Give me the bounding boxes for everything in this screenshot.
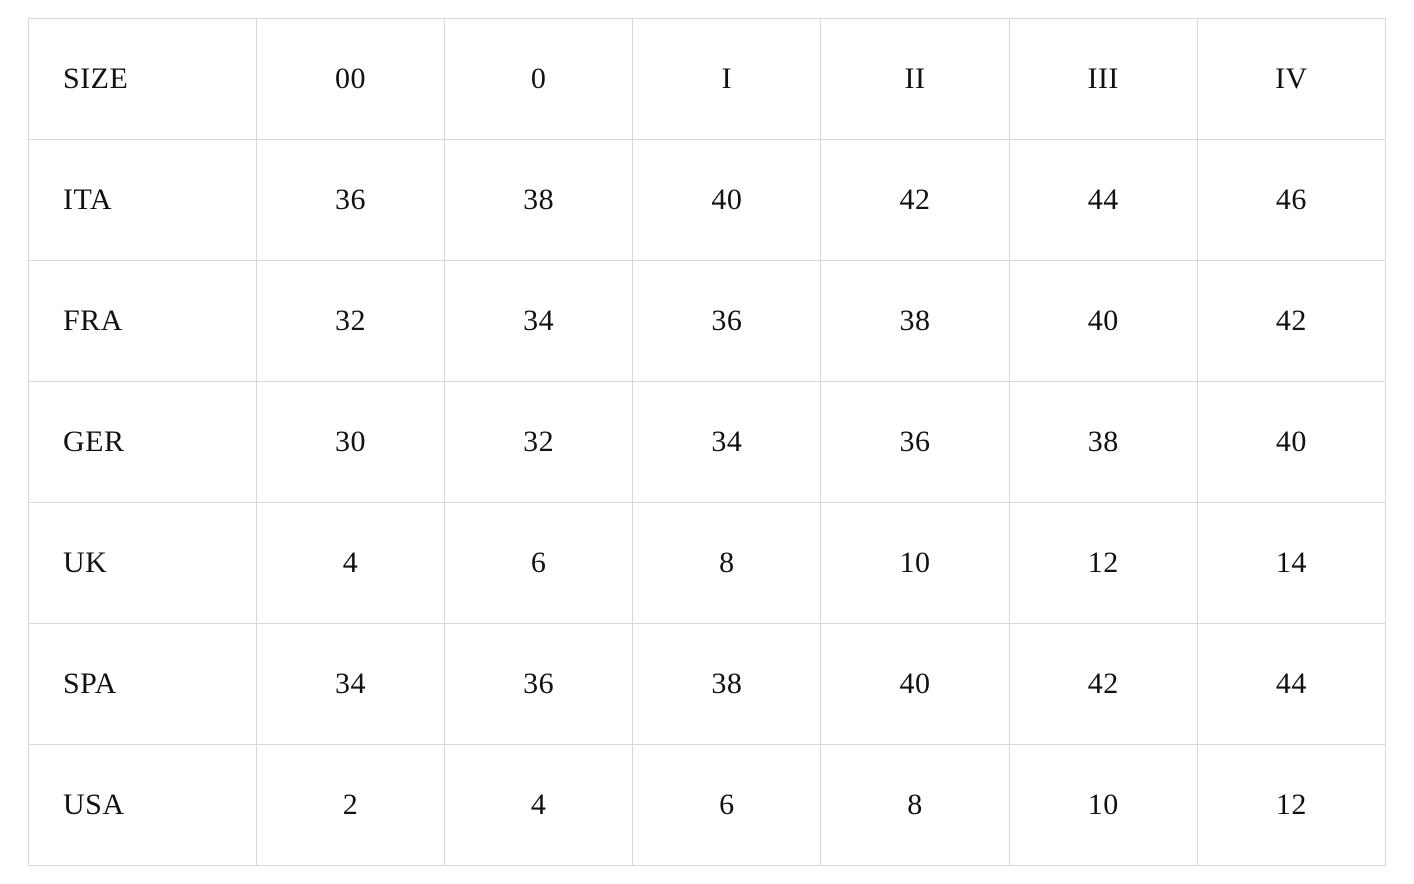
table-row: ITA 36 38 40 42 44 46 — [29, 140, 1386, 261]
table-cell: 32 — [256, 261, 444, 382]
table-cell: 00 — [256, 19, 444, 140]
table-cell: 38 — [821, 261, 1009, 382]
table-cell: 8 — [633, 503, 821, 624]
row-label: USA — [29, 745, 257, 866]
table-cell: 40 — [1009, 261, 1197, 382]
row-label: FRA — [29, 261, 257, 382]
table-cell: 36 — [445, 624, 633, 745]
table-cell: 4 — [445, 745, 633, 866]
table-cell: I — [633, 19, 821, 140]
table-cell: 8 — [821, 745, 1009, 866]
table-cell: 12 — [1197, 745, 1385, 866]
table-cell: 2 — [256, 745, 444, 866]
table-cell: II — [821, 19, 1009, 140]
table-cell: 36 — [633, 261, 821, 382]
row-label: GER — [29, 382, 257, 503]
table-cell: 38 — [1009, 382, 1197, 503]
size-chart-table: SIZE 00 0 I II III IV ITA 36 38 40 42 44… — [28, 18, 1386, 866]
table-cell: 38 — [633, 624, 821, 745]
table-cell: 14 — [1197, 503, 1385, 624]
table-cell: 30 — [256, 382, 444, 503]
table-cell: 40 — [633, 140, 821, 261]
table-cell: 4 — [256, 503, 444, 624]
table-cell: 34 — [445, 261, 633, 382]
table-cell: 6 — [633, 745, 821, 866]
table-cell: 36 — [256, 140, 444, 261]
table-row: FRA 32 34 36 38 40 42 — [29, 261, 1386, 382]
row-label: SIZE — [29, 19, 257, 140]
table-cell: 42 — [821, 140, 1009, 261]
table-cell: 34 — [256, 624, 444, 745]
table-cell: 32 — [445, 382, 633, 503]
row-label: ITA — [29, 140, 257, 261]
row-label: UK — [29, 503, 257, 624]
table-cell: 42 — [1197, 261, 1385, 382]
table-row: GER 30 32 34 36 38 40 — [29, 382, 1386, 503]
table-cell: 34 — [633, 382, 821, 503]
table-cell: 42 — [1009, 624, 1197, 745]
table-row: SIZE 00 0 I II III IV — [29, 19, 1386, 140]
table-cell: 10 — [821, 503, 1009, 624]
table-cell: 38 — [445, 140, 633, 261]
table-cell: 12 — [1009, 503, 1197, 624]
table-row: USA 2 4 6 8 10 12 — [29, 745, 1386, 866]
table-cell: IV — [1197, 19, 1385, 140]
table-cell: III — [1009, 19, 1197, 140]
table-cell: 6 — [445, 503, 633, 624]
table-cell: 10 — [1009, 745, 1197, 866]
table-cell: 40 — [821, 624, 1009, 745]
table-row: SPA 34 36 38 40 42 44 — [29, 624, 1386, 745]
table-cell: 46 — [1197, 140, 1385, 261]
table-cell: 0 — [445, 19, 633, 140]
table-cell: 44 — [1197, 624, 1385, 745]
table-cell: 44 — [1009, 140, 1197, 261]
row-label: SPA — [29, 624, 257, 745]
table-cell: 40 — [1197, 382, 1385, 503]
size-chart-container: SIZE 00 0 I II III IV ITA 36 38 40 42 44… — [0, 0, 1414, 884]
table-cell: 36 — [821, 382, 1009, 503]
table-row: UK 4 6 8 10 12 14 — [29, 503, 1386, 624]
